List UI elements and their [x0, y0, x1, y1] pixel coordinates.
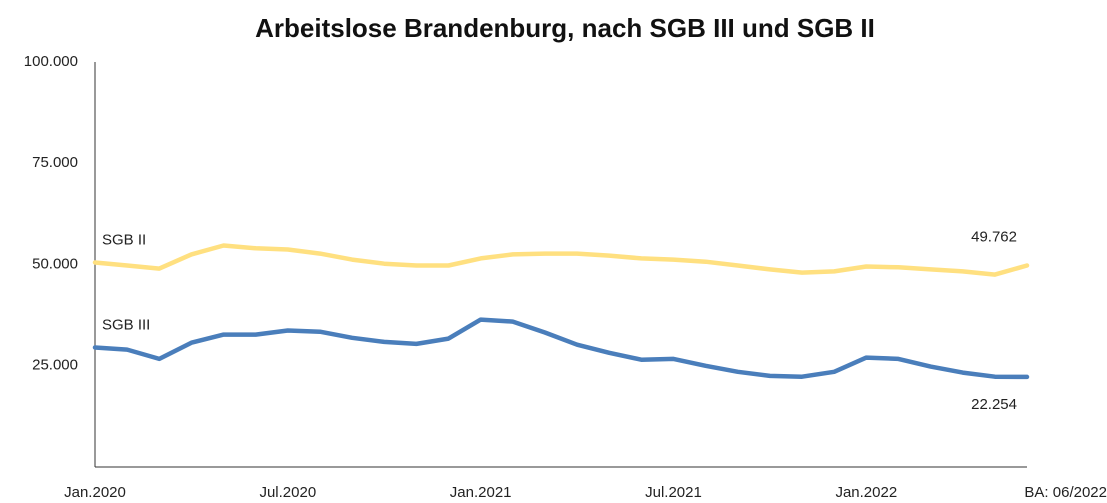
- series-line: [92, 243, 1030, 277]
- data-label: 49.762: [971, 228, 1017, 245]
- chart-title: Arbeitslose Brandenburg, nach SGB III un…: [255, 13, 875, 43]
- y-tick-label: 100.000: [24, 53, 78, 70]
- x-tick-label: Jan.2022: [835, 484, 897, 501]
- data-label: 22.254: [971, 396, 1017, 413]
- x-tick-label: Jul.2021: [645, 484, 702, 501]
- y-tick-label: 25.000: [32, 357, 78, 374]
- source-note: BA: 06/2022: [1024, 484, 1107, 501]
- series-line: [92, 317, 1030, 380]
- x-tick-label: Jul.2020: [259, 484, 316, 501]
- y-tick-label: 75.000: [32, 154, 78, 171]
- y-tick-label: 50.000: [32, 255, 78, 272]
- x-tick-label: Jan.2021: [450, 484, 512, 501]
- series-label: SGB II: [102, 231, 146, 248]
- x-tick-label: Jan.2020: [64, 484, 126, 501]
- series-label: SGB III: [102, 316, 150, 333]
